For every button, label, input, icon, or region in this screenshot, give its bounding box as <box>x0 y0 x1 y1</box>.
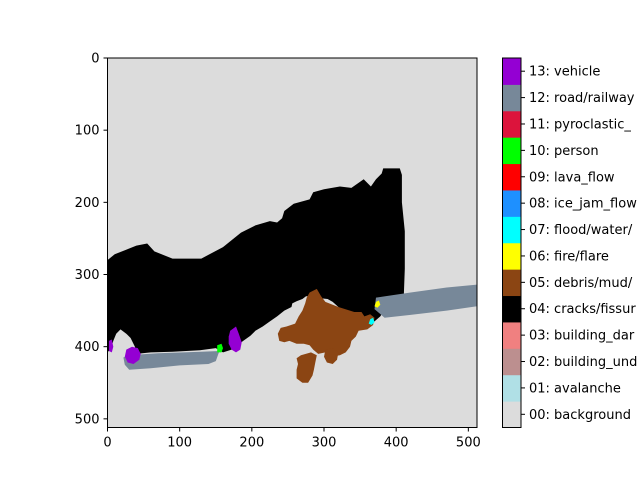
image-axes: 0 100 200 300 400 500 0 100 200 300 400 500 <box>75 52 481 451</box>
colorbar-swatch <box>502 269 521 297</box>
y-tick-label: 400 <box>75 340 100 355</box>
x-tick-label: 200 <box>239 436 264 451</box>
colorbar-swatch <box>502 295 521 323</box>
colorbar-label: 06: fire/flare <box>529 249 609 264</box>
colorbar-swatch <box>502 84 521 112</box>
colorbar-swatch <box>502 321 521 349</box>
colorbar-label: 03: building_dar <box>529 329 635 344</box>
region-flood-water-11 <box>368 317 375 325</box>
colorbar-swatch <box>502 189 521 217</box>
region-person-9 <box>217 343 223 353</box>
y-tick-label: 200 <box>75 196 100 211</box>
axes-frame <box>107 57 478 428</box>
colorbar-label: 04: cracks/fissur <box>529 302 636 317</box>
region-vehicle-8 <box>108 339 114 353</box>
y-tick-label: 100 <box>75 124 100 139</box>
region-fire-flare-10 <box>374 300 381 308</box>
colorbar-label: 09: lava_flow <box>529 170 615 185</box>
colorbar-label: 12: road/railway <box>529 91 635 106</box>
mask-regions <box>107 168 477 383</box>
x-tick-label: 400 <box>384 436 409 451</box>
colorbar-label: 02: building_und <box>529 355 637 370</box>
colorbar-swatch <box>502 242 521 270</box>
colorbar-label: 07: flood/water/ <box>529 223 633 238</box>
region-vehicle-7 <box>228 326 242 353</box>
region-cracks-fissur-0 <box>107 168 405 354</box>
colorbar-label: 01: avalanche <box>529 381 621 396</box>
colorbar-swatch <box>502 216 521 244</box>
y-tick-label: 0 <box>91 52 99 67</box>
region-debris-mud-5 <box>324 348 339 364</box>
region-debris-mud-4 <box>296 352 317 383</box>
colorbar-frame <box>502 57 522 428</box>
colorbar-label: 08: ice_jam_flow <box>529 197 637 212</box>
x-tick-label: 100 <box>167 436 192 451</box>
region-vehicle-6 <box>124 346 141 364</box>
x-tick-label: 0 <box>103 436 111 451</box>
colorbar-swatch <box>502 163 521 191</box>
x-axis: 0 100 200 300 400 500 <box>103 427 481 451</box>
region-road-railway-1 <box>123 351 220 370</box>
colorbar-swatch <box>502 137 521 165</box>
y-tick-label: 300 <box>75 268 100 283</box>
colorbar-label: 13: vehicle <box>529 65 600 80</box>
region-debris-mud-3 <box>277 288 375 357</box>
colorbar-label: 00: background <box>529 408 631 423</box>
colorbar-label: 10: person <box>529 144 599 159</box>
x-tick-label: 500 <box>456 436 481 451</box>
colorbar-label: 05: debris/mud/ <box>529 276 633 291</box>
colorbar-swatch <box>502 374 521 402</box>
colorbar-swatch <box>502 401 521 428</box>
colorbar-label: 11: pyroclastic_ <box>529 117 631 132</box>
y-tick-label: 500 <box>75 412 100 427</box>
x-tick-label: 300 <box>312 436 337 451</box>
colorbar-swatch <box>502 110 521 138</box>
colorbar-swatch <box>502 348 521 376</box>
colorbar: 00: background 01: avalanche 02: building_… <box>502 57 637 428</box>
colorbar-swatch <box>502 58 521 85</box>
y-axis: 0 100 200 300 400 500 <box>75 52 108 427</box>
region-road-railway-2 <box>374 284 477 318</box>
